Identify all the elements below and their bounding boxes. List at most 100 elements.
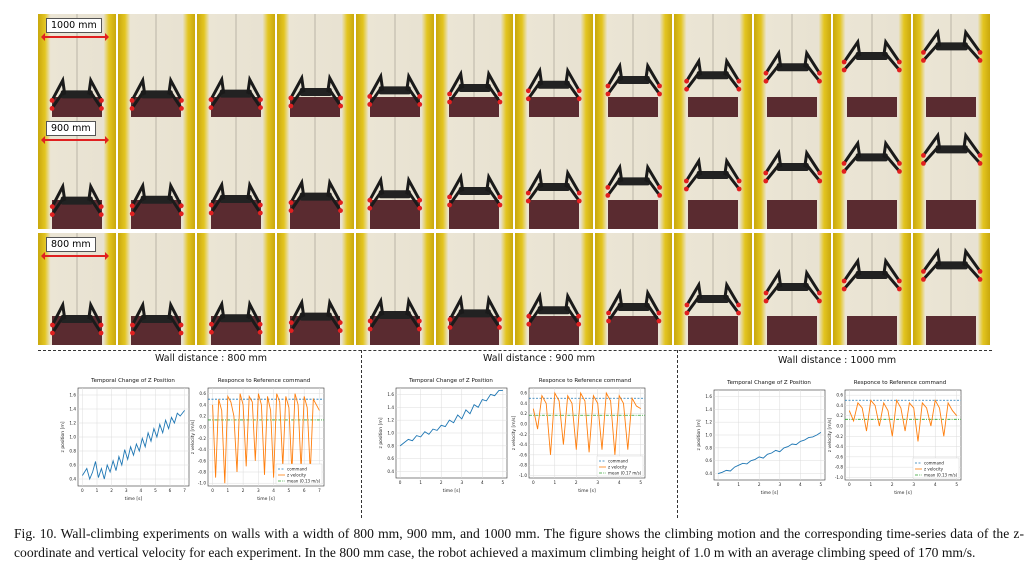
- x-tick-label: 1: [419, 480, 422, 485]
- y-tick-label: -1.0: [519, 473, 528, 478]
- photo-frame: [833, 233, 911, 345]
- robot-icon: [208, 299, 263, 335]
- x-tick-label: 4: [799, 482, 802, 487]
- legend: [912, 457, 960, 479]
- y-tick-label: 0.6: [69, 463, 76, 468]
- y-tick-label: 0.4: [69, 477, 76, 482]
- robot-icon: [208, 180, 263, 216]
- x-tick-label: 1: [869, 482, 872, 487]
- photo-frame: [356, 117, 434, 229]
- photo-frame: [912, 233, 990, 345]
- plot-title-v-1000: Responce to Reference command: [853, 380, 947, 386]
- y-tick-label: -0.2: [198, 436, 207, 441]
- y-tick-label: 1.6: [705, 394, 712, 399]
- legend-label: z velocity: [924, 467, 944, 472]
- legend: [596, 455, 644, 477]
- x-tick-label: 3: [778, 482, 781, 487]
- wall-fold: [155, 117, 158, 200]
- legend-label: mean (0.13 m/s): [924, 473, 958, 478]
- x-axis-label: time [s]: [443, 488, 461, 494]
- x-tick-label: 0: [399, 480, 402, 485]
- floor: [369, 315, 420, 345]
- robot-icon: [446, 172, 502, 208]
- wall-fold: [950, 14, 953, 97]
- y-axis-label: z position [m]: [60, 421, 66, 452]
- y-tick-label: 0.6: [705, 458, 712, 463]
- y-tick-label: 0.0: [836, 424, 843, 429]
- wall-fold: [393, 233, 396, 316]
- chart-v-800: 0 1 2 3 4 5 6 7 0.6 0.4 0.2 0.0 -0.2 -0.4 -0.6 -0.8 -1.0…: [190, 387, 325, 502]
- photo-frame: [435, 14, 513, 126]
- wall-fold: [632, 117, 635, 200]
- robot-icon: [605, 61, 662, 97]
- floor: [608, 315, 659, 345]
- section-divider: [38, 350, 992, 351]
- x-tick-label: 2: [758, 482, 761, 487]
- x-tick-label: 6: [303, 488, 306, 493]
- x-tick-label: 4: [272, 488, 275, 493]
- y-axis-label: z position [m]: [378, 417, 384, 448]
- x-tick-label: 7: [183, 488, 186, 493]
- photo-frame: [753, 117, 831, 229]
- x-tick-label: 3: [125, 488, 128, 493]
- x-tick-label: 3: [596, 480, 599, 485]
- x-tick-label: 2: [575, 480, 578, 485]
- photo-frame: [197, 117, 275, 229]
- photo-frame: [753, 233, 831, 345]
- y-tick-label: 1.4: [705, 407, 712, 412]
- wall-fold: [75, 14, 78, 97]
- y-tick-label: -0.8: [835, 465, 844, 470]
- photo-frame: [515, 117, 593, 229]
- photo-frame: [594, 14, 672, 126]
- figure-caption: Fig. 10. Wall-climbing experiments on wa…: [14, 526, 1024, 560]
- x-tick-label: 6: [169, 488, 172, 493]
- wall-fold: [393, 14, 396, 97]
- wall-fold: [632, 14, 635, 97]
- photo-frame: [435, 117, 513, 229]
- wall-fold: [155, 14, 158, 97]
- legend-label: mean (0.17 m/s): [608, 471, 642, 476]
- photo-frame: [674, 233, 752, 345]
- photo-frame: [276, 233, 354, 345]
- x-tick-label: 5: [955, 482, 958, 487]
- robot-icon: [920, 131, 982, 166]
- wall-fold: [314, 233, 317, 316]
- wall-fold: [791, 233, 794, 316]
- robot-icon: [50, 300, 104, 336]
- wall-fold: [393, 117, 396, 200]
- wall-fold: [711, 14, 714, 97]
- width-indicator: [41, 252, 109, 260]
- robot-icon: [604, 162, 662, 198]
- wall-fold: [791, 117, 794, 200]
- chart-z-800: 0 1 2 3 4 5 6 7 0.4 0.6 0.8 1.0 1.2 1.4 1.6 time [s] z p…: [60, 387, 190, 502]
- photo-frame: [674, 14, 752, 126]
- width-indicator: [41, 136, 109, 144]
- photo-frame: [356, 233, 434, 345]
- y-tick-label: 0.4: [705, 471, 712, 476]
- floor: [687, 199, 738, 229]
- floor: [449, 315, 500, 345]
- x-tick-label: 4: [139, 488, 142, 493]
- robot-icon: [841, 139, 902, 174]
- x-tick-label: 7: [318, 488, 321, 493]
- y-tick-label: -0.2: [835, 434, 844, 439]
- wall-fold: [75, 233, 78, 316]
- series-line: [532, 391, 641, 455]
- section-divider-left: [361, 350, 362, 518]
- robot-icon: [525, 66, 582, 102]
- y-tick-label: 0.8: [69, 449, 76, 454]
- photo-frame: [117, 233, 195, 345]
- floor: [528, 199, 579, 229]
- photo-frame: [674, 117, 752, 229]
- y-tick-label: 1.4: [69, 407, 76, 412]
- floor: [369, 199, 420, 229]
- robot-icon: [684, 280, 741, 316]
- robot-icon: [288, 297, 343, 333]
- floor: [290, 199, 341, 229]
- legend-label: mean (0.13 m/s): [287, 479, 321, 484]
- wall-distance-label: 1000 mm: [46, 18, 102, 33]
- x-tick-label: 5: [820, 482, 823, 487]
- y-tick-label: 0.2: [199, 414, 206, 419]
- y-tick-label: 0.6: [199, 391, 206, 396]
- wall-fold: [473, 117, 476, 200]
